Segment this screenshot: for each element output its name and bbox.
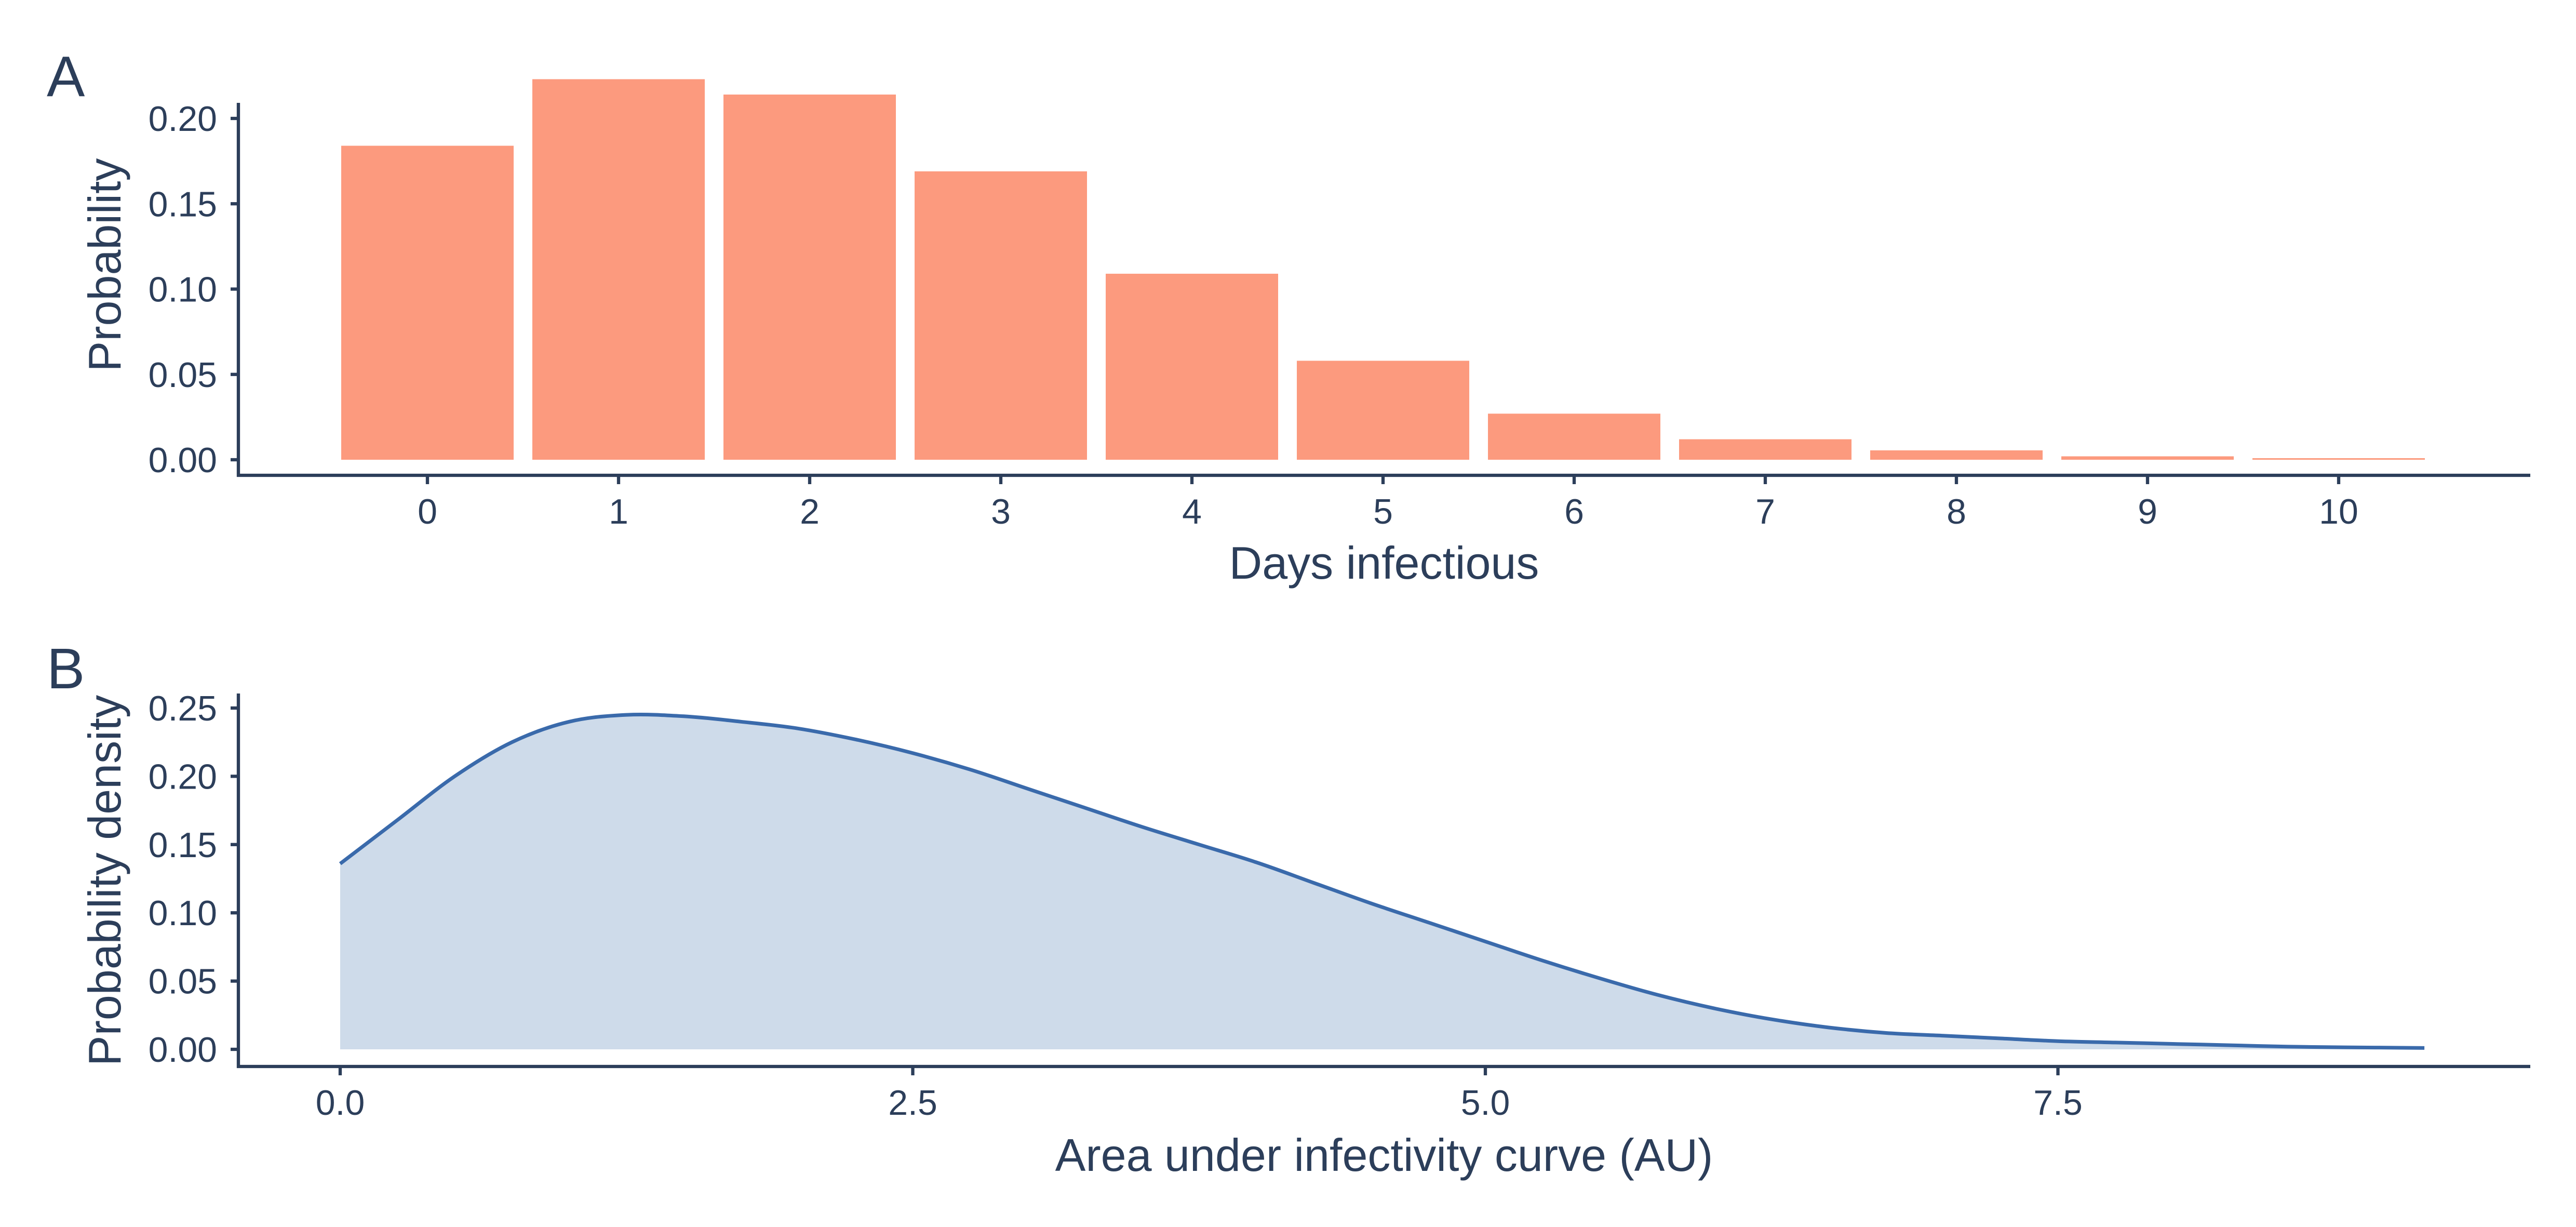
y-tick-label: 0.25 — [149, 689, 217, 728]
y-tick-label: 0.00 — [149, 441, 217, 480]
panel-a-x-ticks: 0 1 2 3 4 5 6 7 8 9 10 — [418, 475, 2358, 531]
panel-b-y-axis-title: Probability density — [79, 695, 130, 1066]
x-tick-label: 9 — [2138, 492, 2157, 531]
x-tick-label: 4 — [1182, 492, 1202, 531]
bar-day-2 — [723, 95, 896, 460]
x-tick-label: 8 — [1947, 492, 1966, 531]
x-tick-label: 10 — [2319, 492, 2358, 531]
x-tick-label: 5.0 — [1461, 1083, 1510, 1123]
panel-b-x-ticks: 0.0 2.5 5.0 7.5 — [316, 1066, 2083, 1123]
panel-a-bars — [341, 79, 2425, 460]
x-tick-label: 2 — [800, 492, 820, 531]
bar-day-5 — [1297, 361, 1469, 460]
bar-day-10 — [2252, 458, 2425, 460]
panel-b-x-axis-title: Area under infectivity curve (AU) — [1055, 1129, 1713, 1181]
x-tick-label: 3 — [991, 492, 1011, 531]
x-tick-label: 5 — [1373, 492, 1393, 531]
x-tick-label: 0.0 — [316, 1083, 365, 1123]
panel-a-tag: A — [47, 45, 85, 109]
panel-b-y-ticks: 0.00 0.05 0.10 0.15 0.20 0.25 — [149, 689, 238, 1070]
y-tick-label: 0.05 — [149, 962, 217, 1002]
x-tick-label: 6 — [1564, 492, 1584, 531]
bar-day-4 — [1106, 273, 1278, 460]
bar-day-1 — [532, 79, 705, 460]
bar-day-8 — [1870, 450, 2043, 460]
x-tick-label: 0 — [418, 492, 437, 531]
x-tick-label: 2.5 — [888, 1083, 937, 1123]
panel-a: A 0.00 0.05 0.10 0.15 0.20 0 1 2 3 4 5 6 7 8 9 10 Days… — [47, 45, 2530, 589]
panel-b-density-line — [339, 713, 2425, 1050]
x-tick-label: 7.5 — [2033, 1083, 2083, 1123]
y-tick-label: 0.15 — [149, 825, 217, 865]
panel-b-density-area — [340, 714, 2425, 1049]
bar-day-6 — [1488, 414, 1660, 460]
bar-day-3 — [915, 171, 1087, 460]
y-tick-label: 0.20 — [149, 99, 217, 139]
y-tick-label: 0.15 — [149, 184, 217, 224]
y-tick-label: 0.10 — [149, 893, 217, 933]
panel-b-tag: B — [47, 637, 85, 701]
panel-b: B 0.000.050.100.150.200.25 0.0 2.5 5.0 7.5 … — [47, 637, 2530, 1181]
y-tick-label: 0.00 — [149, 1030, 217, 1070]
bar-day-7 — [1679, 439, 1852, 460]
x-tick-label: 1 — [609, 492, 628, 531]
y-tick-label: 0.05 — [149, 355, 217, 395]
panel-a-y-ticks: 0.00 0.05 0.10 0.15 0.20 — [149, 99, 238, 480]
panel-a-x-axis-title: Days infectious — [1229, 537, 1539, 589]
bar-day-0 — [341, 145, 514, 460]
x-tick-label: 7 — [1755, 492, 1775, 531]
panel-a-y-axis-title: Probability — [79, 158, 130, 372]
y-tick-label: 0.20 — [149, 757, 217, 796]
bar-day-9 — [2061, 456, 2234, 460]
y-tick-label: 0.10 — [149, 270, 217, 310]
